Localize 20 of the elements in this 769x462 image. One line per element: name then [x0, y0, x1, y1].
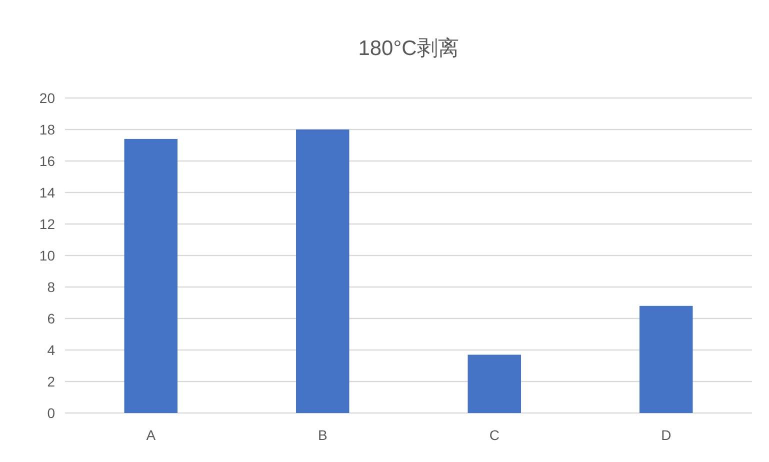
x-tick-label: A	[146, 427, 156, 443]
y-tick-label: 20	[39, 90, 56, 106]
x-tick-label: C	[489, 427, 500, 443]
y-tick-label: 12	[39, 216, 56, 232]
x-tick-label: D	[661, 427, 672, 443]
bar	[468, 354, 521, 413]
y-tick-label: 18	[39, 122, 56, 138]
bar	[124, 138, 178, 413]
y-tick-label: 16	[39, 153, 56, 169]
y-tick-label: 2	[47, 374, 56, 390]
y-tick-label: 14	[39, 184, 56, 200]
y-tick-label: 6	[47, 310, 56, 326]
bar	[640, 306, 693, 413]
x-tick-label: B	[318, 427, 328, 443]
chart-title: 180°C剥离	[358, 37, 459, 60]
y-tick-label: 8	[47, 279, 56, 295]
y-tick-label: 0	[47, 405, 56, 421]
y-tick-label: 4	[47, 342, 56, 358]
bar	[296, 130, 350, 413]
y-tick-label: 10	[39, 248, 56, 264]
